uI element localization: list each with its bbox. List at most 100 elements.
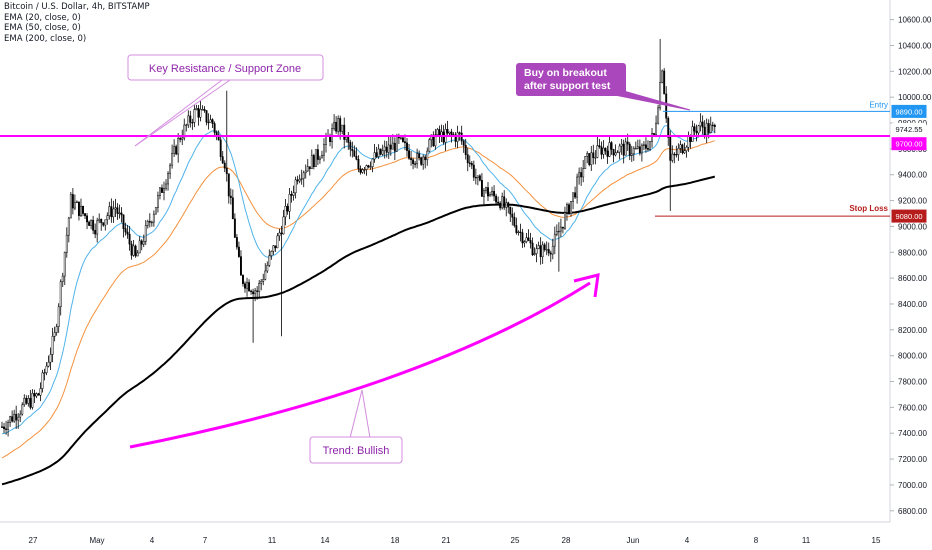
indicator-ema50[interactable]: EMA (50, close, 0) (4, 23, 81, 33)
candle-body (691, 126, 694, 142)
candle-body (134, 245, 137, 257)
candle-body (586, 153, 589, 157)
candle-body (215, 132, 218, 136)
candle-body (96, 220, 99, 235)
candle-body (78, 201, 80, 216)
candle-body (505, 202, 508, 208)
candle-body (450, 131, 453, 135)
candle-body (703, 126, 706, 136)
trend-callout-leader (349, 389, 363, 439)
candle-body (675, 154, 678, 156)
candle-body (49, 354, 52, 363)
candle-body (638, 146, 641, 154)
indicator-ema200[interactable]: EMA (200, close, 0) (4, 33, 87, 44)
indicator-ema20[interactable]: EMA (20, close, 0) (4, 12, 81, 23)
candle-body (161, 187, 163, 193)
candle-body (67, 217, 70, 236)
candle-body (31, 393, 34, 408)
candle-body (9, 416, 12, 423)
candle-body (347, 136, 350, 143)
candle-body (667, 117, 670, 138)
candle-body (412, 159, 415, 164)
buy-callout-line1: Buy on breakout (524, 67, 607, 79)
candle-body (284, 206, 287, 218)
candle-body (655, 122, 658, 135)
candle-body (632, 148, 635, 155)
x-tick-label: 28 (562, 536, 571, 545)
candle-body (679, 144, 682, 149)
candle-body (414, 163, 417, 165)
candle-body (474, 176, 477, 179)
candle-body (254, 290, 257, 295)
candle-body (221, 156, 224, 164)
candle-body (369, 166, 372, 168)
candle-body (124, 228, 127, 233)
candle-body (152, 213, 155, 223)
trend-callout-leader (361, 389, 371, 439)
y-tick-label: 9000.00 (898, 222, 927, 231)
candle-body (499, 202, 502, 209)
candle-body (82, 205, 84, 214)
resistance-callout-text: Key Resistance / Support Zone (149, 63, 301, 75)
candle-body (673, 153, 676, 156)
x-tick-label: 4 (150, 536, 155, 545)
candle-body (576, 176, 579, 198)
candle-body (416, 153, 419, 165)
candle-body (604, 147, 607, 152)
candle-body (616, 151, 619, 154)
candle-body (41, 372, 44, 389)
candle-body (406, 142, 408, 151)
candle-body (341, 124, 344, 132)
candle-body (73, 202, 76, 209)
candle-body (606, 150, 609, 157)
candle-body (653, 133, 655, 135)
candle-body (594, 157, 597, 159)
x-tick-label: 21 (442, 536, 451, 545)
candle-body (521, 232, 524, 244)
candle-body (620, 143, 623, 147)
candle-body (713, 124, 716, 127)
candle-body (71, 194, 74, 209)
x-tick-label: Jun (627, 536, 640, 545)
x-tick-label: 25 (511, 536, 520, 545)
candle-body (677, 148, 680, 155)
candle-body (323, 144, 325, 156)
candle-body (167, 173, 170, 185)
candle-body (240, 256, 242, 276)
candle-body (422, 156, 425, 165)
candle-body (535, 248, 538, 254)
candle-body (185, 124, 188, 126)
candles (1, 39, 716, 437)
candle-body (523, 241, 526, 244)
candle-body (487, 187, 489, 197)
candle-body (497, 201, 500, 204)
candle-body (596, 145, 599, 158)
candle-body (608, 142, 611, 157)
candle-body (549, 252, 552, 255)
candle-body (270, 251, 273, 256)
price-badge-label: 9742.55 (895, 125, 922, 134)
candle-body (7, 422, 10, 430)
candle-body (209, 119, 212, 123)
x-tick-label: 18 (391, 536, 400, 545)
candle-body (165, 183, 167, 189)
candle-body (114, 207, 117, 210)
candle-body (553, 233, 556, 247)
candle-body (321, 154, 323, 159)
candle-body (80, 205, 82, 216)
candle-body (110, 206, 113, 218)
candle-body (268, 255, 271, 266)
candle-body (480, 180, 483, 197)
candle-body (337, 118, 340, 132)
resistance-callout-leader (134, 79, 231, 147)
candle-body (201, 109, 204, 111)
candle-body (351, 148, 354, 152)
price-badge (891, 104, 927, 118)
candle-body (531, 242, 534, 256)
y-tick-label: 7400.00 (898, 429, 927, 438)
y-tick-label: 8800.00 (898, 248, 927, 257)
stop-loss-label: Stop Loss (849, 204, 888, 213)
candle-body (478, 175, 481, 181)
